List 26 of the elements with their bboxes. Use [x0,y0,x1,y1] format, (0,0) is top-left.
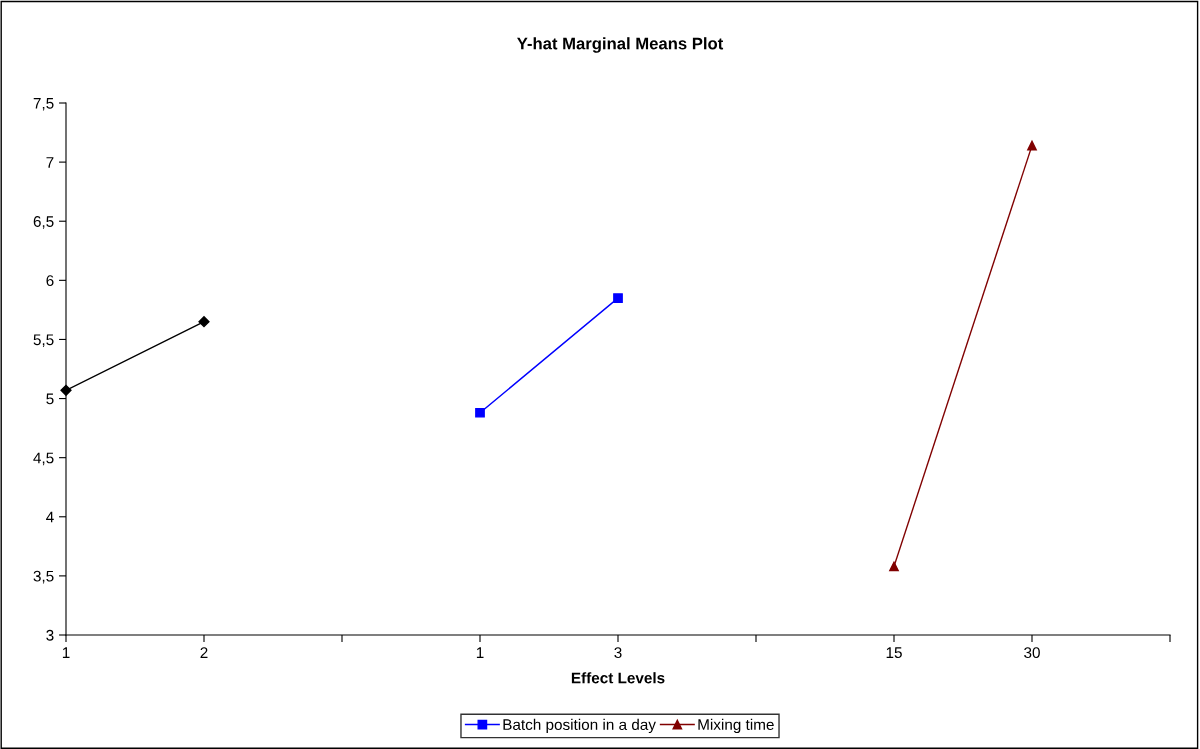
y-tick-label: 3,5 [33,570,54,584]
y-tick-label: 4 [46,511,54,523]
legend-label: Mixing time [698,718,774,734]
point [198,316,210,328]
x-tick-label: 1 [62,647,70,658]
y-tick-label: 6 [46,275,54,287]
point [889,561,899,572]
y-tick-label: 6,5 [33,216,54,229]
x-tick-label: 2 [200,647,208,658]
x-tick-label: 3 [614,647,622,659]
y-tick-label: 4,5 [33,452,54,466]
y-tick-label: 5,5 [33,334,54,347]
point [1027,140,1037,151]
y-tick-label: 7,5 [33,98,54,111]
legend-label: Batch position in a day [503,718,656,734]
x-tick-label: 30 [1024,647,1040,659]
x-tick-label: 15 [886,647,902,659]
x-tick-label: 1 [476,647,484,658]
point [60,384,72,396]
point [613,293,623,303]
y-tick-label: 3 [46,629,54,641]
point [475,407,485,418]
y-tick-label: 7 [46,157,54,168]
y-tick-label: 5 [46,393,54,405]
chart-title: Y-hat Marginal Means Plot [517,37,724,53]
x-axis-title: Effect Levels [571,672,665,684]
